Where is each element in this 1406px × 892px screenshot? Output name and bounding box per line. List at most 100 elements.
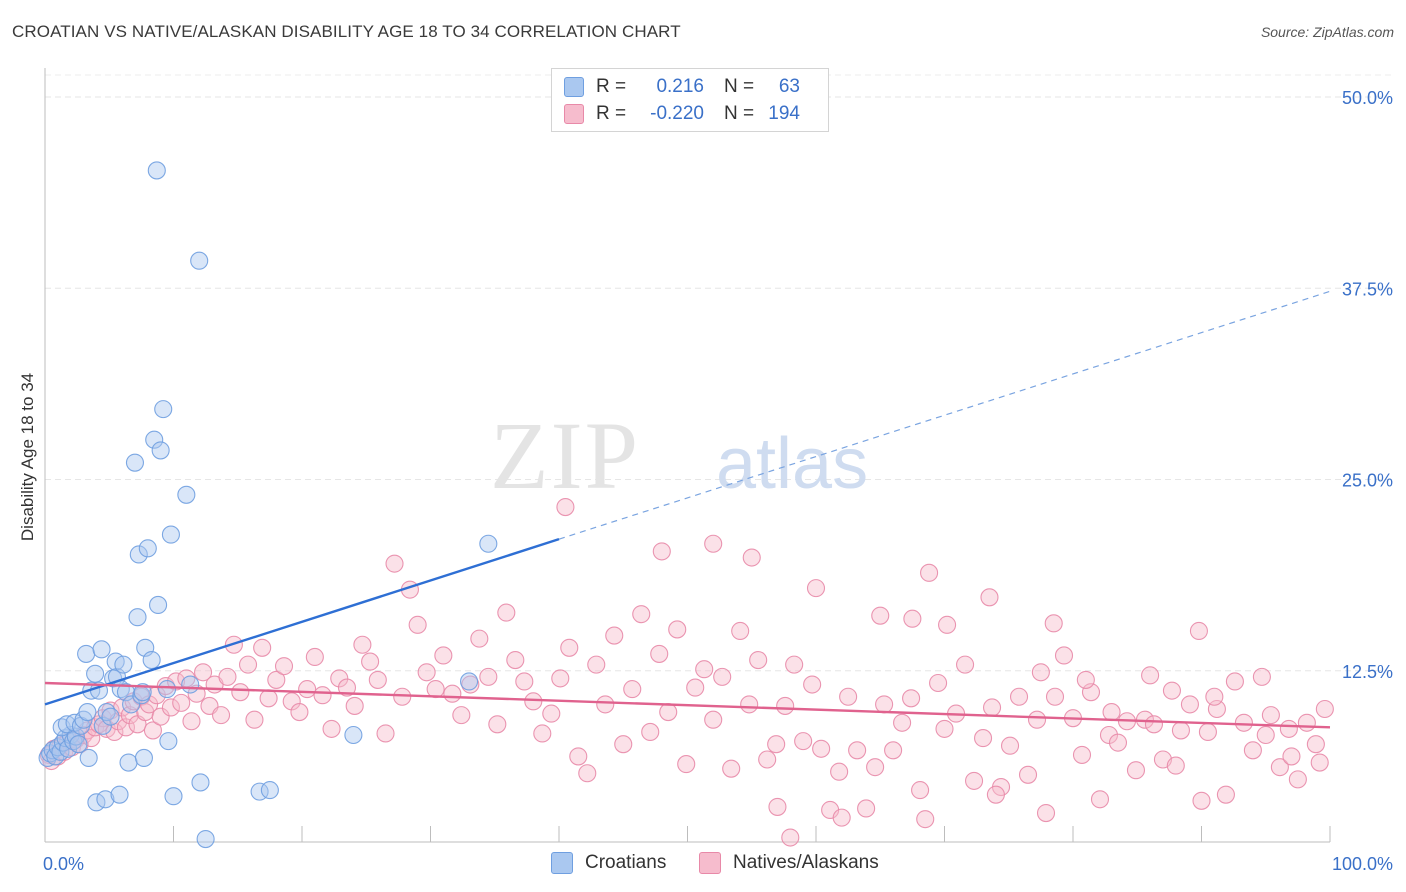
native-point	[731, 621, 750, 641]
croatian-point	[78, 703, 97, 722]
native-point	[1243, 741, 1262, 760]
bottom-legend-croatians: Croatians	[551, 852, 666, 874]
croatian-point	[129, 545, 148, 564]
native-point	[1310, 753, 1329, 772]
native-point	[668, 620, 687, 639]
tick-labels: 12.5% 25.0% 37.5% 50.0% 0.0% 100.0%	[43, 88, 1393, 874]
native-point	[368, 670, 387, 689]
legend-row-natives: R = -0.220 N = 194	[564, 102, 800, 126]
native-point	[533, 724, 552, 743]
native-point	[1225, 672, 1244, 691]
native-point	[1205, 687, 1224, 706]
chart-title: CROATIAN VS NATIVE/ALASKAN DISABILITY AG…	[12, 22, 681, 41]
bottom-legend-label-natives: Natives/Alaskans	[733, 852, 879, 873]
native-point	[434, 646, 453, 665]
native-point	[1166, 756, 1185, 775]
native-point	[650, 644, 669, 663]
legend-r-value: 0.216	[656, 76, 704, 97]
native-point	[980, 588, 999, 607]
native-point	[857, 799, 876, 818]
native-point	[1282, 747, 1301, 766]
native-point	[551, 669, 570, 688]
croatian-point	[151, 441, 170, 460]
native-point	[1036, 803, 1056, 823]
croatian-point	[260, 781, 279, 800]
native-point	[1044, 614, 1063, 633]
native-point	[935, 719, 954, 738]
croatian-point	[145, 430, 164, 449]
legend-r-value: -0.220	[650, 103, 704, 124]
native-point	[875, 695, 894, 714]
native-point	[194, 663, 213, 682]
croatian-point	[110, 785, 129, 804]
native-point	[713, 667, 732, 686]
native-point	[542, 704, 561, 723]
croatian-point	[196, 829, 215, 849]
native-point	[259, 689, 278, 708]
native-point	[231, 683, 250, 702]
native-point	[614, 735, 633, 754]
native-point	[479, 667, 498, 686]
legend-n-value: 194	[768, 103, 800, 124]
correlation-legend: R = 0.216 N = 63 R = -0.220 N = 194	[551, 68, 829, 132]
native-point	[587, 655, 606, 674]
native-point	[376, 724, 395, 743]
axes	[44, 68, 1331, 843]
croatian-point	[92, 640, 111, 659]
native-point	[866, 758, 885, 777]
native-point	[884, 741, 903, 760]
native-point	[695, 660, 714, 679]
native-point	[848, 741, 867, 760]
legend-r-label: R =	[596, 103, 627, 124]
legend-swatch-croatians	[564, 77, 584, 97]
bottom-legend-swatch-croatians	[551, 852, 573, 874]
croatian-point	[128, 608, 147, 627]
native-point	[452, 706, 471, 725]
native-point	[781, 828, 800, 847]
native-point	[556, 497, 575, 517]
x-tick-label: 0.0%	[43, 854, 84, 874]
native-point	[902, 689, 921, 708]
native-point	[322, 719, 341, 738]
native-point	[1171, 721, 1190, 740]
data-points	[38, 161, 1334, 849]
native-point	[742, 548, 761, 567]
native-point	[1252, 667, 1271, 686]
native-point	[659, 703, 678, 722]
native-point	[982, 698, 1002, 717]
native-point	[211, 706, 231, 725]
croatian-point	[177, 485, 196, 504]
trend-lines	[44, 290, 1331, 729]
native-point	[1144, 715, 1164, 734]
native-point	[1027, 710, 1047, 729]
native-point	[1076, 670, 1095, 689]
native-point	[1180, 695, 1199, 714]
native-point	[623, 680, 642, 699]
native-point	[893, 713, 912, 732]
croatian-point	[86, 664, 105, 683]
legend-n-label: N =	[724, 103, 755, 124]
native-point	[973, 729, 993, 748]
croatian-point	[96, 790, 115, 809]
croatian-point	[138, 539, 157, 558]
native-point	[749, 650, 768, 670]
native-point	[1031, 663, 1050, 682]
native-point	[1261, 706, 1280, 725]
croatian-point	[79, 748, 98, 768]
native-point	[151, 707, 170, 726]
native-point	[1306, 735, 1325, 754]
croatian-point	[77, 644, 96, 663]
bottom-legend-swatch-natives	[699, 852, 721, 874]
bottom-legend-natives: Natives/Alaskans	[699, 852, 879, 874]
native-point	[740, 695, 759, 714]
native-point	[426, 680, 445, 699]
native-point	[172, 693, 191, 712]
native-point	[1000, 736, 1020, 755]
native-point	[182, 712, 201, 731]
native-point	[497, 603, 516, 622]
native-point	[238, 655, 258, 674]
native-point	[1297, 713, 1316, 732]
native-point	[267, 670, 286, 689]
native-point	[677, 755, 696, 774]
